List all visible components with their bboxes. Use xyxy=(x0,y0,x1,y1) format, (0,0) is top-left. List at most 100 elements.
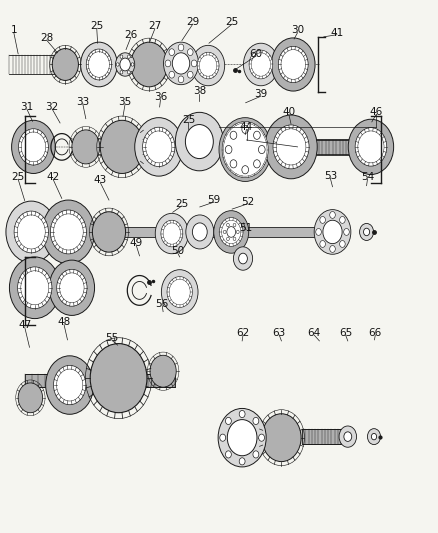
Circle shape xyxy=(131,63,134,66)
Polygon shape xyxy=(302,429,341,444)
Circle shape xyxy=(72,130,100,164)
Circle shape xyxy=(131,42,167,87)
Circle shape xyxy=(249,50,273,79)
Circle shape xyxy=(18,383,42,413)
Circle shape xyxy=(258,434,265,441)
Circle shape xyxy=(53,366,86,405)
Circle shape xyxy=(146,131,172,163)
Text: 31: 31 xyxy=(20,102,34,112)
Text: 44: 44 xyxy=(240,122,253,132)
Circle shape xyxy=(320,240,325,247)
Text: 36: 36 xyxy=(154,92,167,102)
Text: 59: 59 xyxy=(207,195,220,205)
Circle shape xyxy=(10,257,60,319)
Circle shape xyxy=(254,160,260,168)
Circle shape xyxy=(226,223,230,227)
Polygon shape xyxy=(25,227,346,237)
Circle shape xyxy=(191,45,225,86)
Circle shape xyxy=(339,426,357,447)
Circle shape xyxy=(169,49,175,55)
Circle shape xyxy=(167,277,192,308)
Circle shape xyxy=(272,38,315,91)
Circle shape xyxy=(165,60,171,67)
Circle shape xyxy=(223,230,226,233)
Circle shape xyxy=(178,44,184,51)
Circle shape xyxy=(227,227,236,237)
Circle shape xyxy=(163,42,198,85)
Circle shape xyxy=(81,42,117,87)
Text: 25: 25 xyxy=(182,115,195,125)
Circle shape xyxy=(178,76,184,83)
Circle shape xyxy=(227,419,257,456)
Circle shape xyxy=(120,55,123,58)
Circle shape xyxy=(50,210,86,254)
Circle shape xyxy=(127,70,130,74)
Circle shape xyxy=(150,356,176,387)
Circle shape xyxy=(239,410,245,417)
Circle shape xyxy=(220,434,226,441)
Text: 66: 66 xyxy=(369,328,382,338)
Circle shape xyxy=(253,451,259,458)
Circle shape xyxy=(219,118,272,181)
Circle shape xyxy=(163,223,180,244)
Circle shape xyxy=(88,52,110,77)
Text: 35: 35 xyxy=(119,96,132,107)
Circle shape xyxy=(46,356,94,414)
Text: 55: 55 xyxy=(106,333,119,343)
Circle shape xyxy=(42,200,95,264)
Circle shape xyxy=(364,228,370,236)
Circle shape xyxy=(169,71,175,78)
Text: 42: 42 xyxy=(46,172,60,182)
Circle shape xyxy=(251,53,271,76)
Circle shape xyxy=(276,129,306,165)
Polygon shape xyxy=(25,374,175,387)
Text: 47: 47 xyxy=(18,320,32,330)
Text: 52: 52 xyxy=(241,197,254,207)
Circle shape xyxy=(239,253,247,264)
Circle shape xyxy=(185,125,213,159)
Circle shape xyxy=(86,49,112,80)
Circle shape xyxy=(239,458,245,465)
Circle shape xyxy=(90,344,147,413)
Text: 48: 48 xyxy=(57,317,71,327)
Text: 32: 32 xyxy=(46,102,59,112)
Circle shape xyxy=(242,125,248,133)
Circle shape xyxy=(225,146,232,154)
Circle shape xyxy=(253,417,259,424)
Circle shape xyxy=(234,136,257,164)
Circle shape xyxy=(186,215,214,249)
Circle shape xyxy=(314,209,351,254)
Circle shape xyxy=(233,247,253,270)
Text: 28: 28 xyxy=(40,33,53,43)
Circle shape xyxy=(222,122,268,177)
Circle shape xyxy=(339,240,345,247)
Circle shape xyxy=(161,270,198,314)
Circle shape xyxy=(265,115,317,179)
Circle shape xyxy=(281,50,305,79)
Circle shape xyxy=(330,212,336,219)
Text: 39: 39 xyxy=(254,88,267,99)
Circle shape xyxy=(219,217,243,246)
Circle shape xyxy=(199,55,217,76)
Circle shape xyxy=(226,451,231,458)
Circle shape xyxy=(222,220,241,244)
Circle shape xyxy=(278,46,308,83)
Text: 30: 30 xyxy=(291,25,304,35)
Circle shape xyxy=(172,53,190,74)
Text: 56: 56 xyxy=(155,298,169,309)
Circle shape xyxy=(116,53,135,76)
Circle shape xyxy=(233,237,236,240)
Circle shape xyxy=(226,237,230,240)
Circle shape xyxy=(12,120,55,173)
Circle shape xyxy=(339,216,345,223)
Circle shape xyxy=(323,220,342,244)
Circle shape xyxy=(18,129,48,165)
Text: 64: 64 xyxy=(307,328,321,338)
Circle shape xyxy=(273,125,309,169)
Text: 26: 26 xyxy=(124,30,138,41)
Text: 25: 25 xyxy=(11,172,25,182)
Circle shape xyxy=(117,63,119,66)
Circle shape xyxy=(237,230,239,233)
Text: 54: 54 xyxy=(361,172,374,182)
Text: 1: 1 xyxy=(11,25,17,35)
